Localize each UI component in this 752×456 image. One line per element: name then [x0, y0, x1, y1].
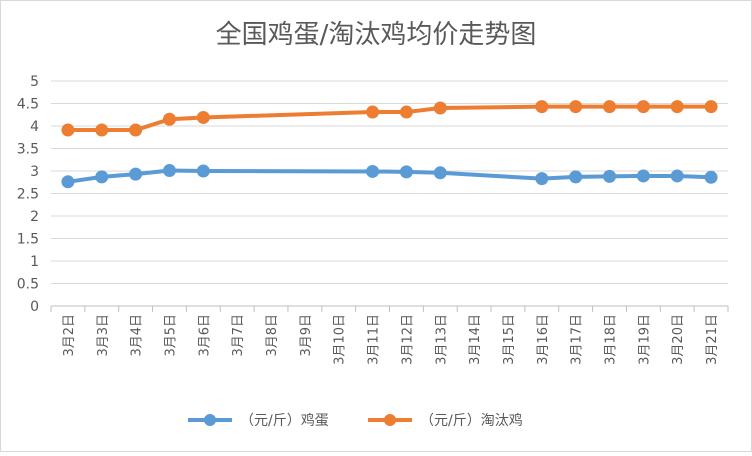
x-tick-label: 3月14日 — [468, 314, 483, 365]
data-point — [704, 100, 718, 114]
x-tick-label: 3月17日 — [570, 314, 585, 365]
data-point — [535, 172, 549, 186]
data-point — [704, 170, 718, 184]
y-tick-label: 4.5 — [17, 97, 39, 113]
data-point — [603, 100, 617, 114]
x-tick-label: 3月8日 — [265, 314, 280, 357]
x-tick-label: 3月11日 — [367, 314, 382, 365]
data-point — [433, 101, 447, 115]
data-point — [95, 170, 109, 184]
data-point — [196, 110, 210, 124]
data-point — [399, 165, 413, 179]
legend: （元/斤）鸡蛋 （元/斤）淘汰鸡 — [188, 412, 523, 429]
data-point — [569, 100, 583, 114]
x-tick-label: 3月5日 — [163, 314, 178, 357]
data-point — [61, 175, 75, 189]
y-tick-label: 3 — [30, 164, 39, 180]
data-point — [366, 105, 380, 119]
data-point — [95, 123, 109, 137]
data-point — [535, 100, 549, 114]
data-point — [162, 112, 176, 126]
data-point — [399, 105, 413, 119]
legend-label-0: （元/斤）鸡蛋 — [240, 412, 329, 429]
y-tick-label: 0.5 — [17, 277, 39, 293]
x-tick-label: 3月19日 — [637, 314, 652, 365]
data-point — [603, 169, 617, 183]
x-tick-label: 3月20日 — [671, 314, 686, 365]
y-tick-label: 0 — [30, 299, 39, 315]
y-tick-label: 5 — [30, 74, 39, 90]
data-point — [433, 166, 447, 180]
data-point — [670, 100, 684, 114]
axes: 0 0.5 1 1.5 2 2.5 3 3.5 4 4.5 5 3月2日 3月3日 3月4日 3月5日 3月6… — [17, 74, 729, 365]
y-tick-label: 1.5 — [17, 232, 39, 248]
legend-marker-0 — [204, 414, 216, 426]
x-tick-label: 3月12日 — [400, 314, 415, 365]
data-point — [196, 164, 210, 178]
y-tick-label: 4 — [30, 119, 39, 135]
data-point — [636, 100, 650, 114]
y-tick-label: 1 — [30, 254, 39, 270]
x-tick-label: 3月21日 — [705, 314, 720, 365]
x-tick-label: 3月2日 — [62, 314, 77, 357]
legend-marker-1 — [384, 414, 396, 426]
series-layer — [61, 100, 718, 189]
data-point — [61, 123, 75, 137]
y-tick-label: 3.5 — [17, 142, 39, 158]
data-point — [636, 169, 650, 183]
x-tick-label: 3月3日 — [96, 314, 111, 357]
x-tick-label: 3月4日 — [130, 314, 145, 357]
data-point — [162, 164, 176, 178]
x-tick-label: 3月7日 — [231, 314, 246, 357]
x-tick-label: 3月13日 — [434, 314, 449, 365]
y-tick-label: 2.5 — [17, 187, 39, 203]
data-point — [129, 123, 143, 137]
x-tick-label: 3月6日 — [197, 314, 212, 357]
x-tick-label: 3月16日 — [536, 314, 551, 365]
chart-title: 全国鸡蛋/淘汰鸡均价走势图 — [216, 20, 537, 50]
x-tick-label: 3月15日 — [502, 314, 517, 365]
data-point — [569, 170, 583, 184]
data-point — [366, 164, 380, 178]
data-point — [670, 169, 684, 183]
x-tick-label: 3月9日 — [299, 314, 314, 357]
y-tick-label: 2 — [30, 209, 39, 225]
x-tick-label: 3月10日 — [333, 314, 348, 365]
data-point — [129, 167, 143, 181]
x-tick-label: 3月18日 — [604, 314, 619, 365]
legend-label-1: （元/斤）淘汰鸡 — [420, 412, 523, 429]
